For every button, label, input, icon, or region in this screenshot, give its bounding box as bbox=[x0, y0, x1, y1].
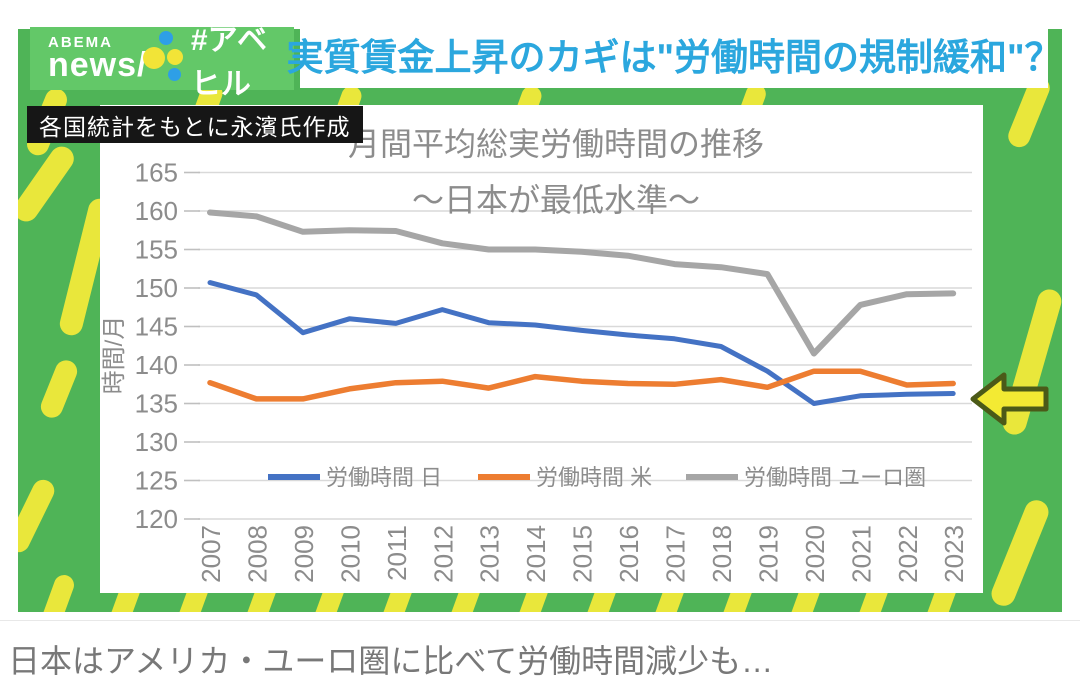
x-tick-label: 2010 bbox=[335, 525, 365, 583]
y-tick-label: 120 bbox=[135, 504, 178, 534]
hashtag-label: #アベヒル bbox=[190, 23, 267, 101]
x-tick-label: 2020 bbox=[800, 525, 830, 583]
chart-panel: 120 125 130 135 140 145 150 155 160 165 2007 2008 20… bbox=[100, 105, 983, 593]
abema-news-logo: ABEMA news/ #アベヒル bbox=[30, 24, 294, 101]
logo-line1: ABEMA bbox=[48, 34, 113, 51]
x-tick-label: 2013 bbox=[475, 525, 505, 583]
x-tick-label: 2007 bbox=[196, 525, 226, 583]
yellow-stripe bbox=[987, 496, 1053, 610]
y-tick-label: 125 bbox=[135, 466, 178, 496]
series-line-2 bbox=[207, 209, 957, 357]
legend-label-2: 労働時間 ユーロ圏 bbox=[744, 465, 926, 490]
x-tick-label: 2014 bbox=[521, 525, 551, 583]
legend-label-0: 労働時間 日 bbox=[326, 465, 442, 490]
highlight-arrow-icon bbox=[970, 372, 1049, 426]
headline-box: 実質賃金上昇のカギは"労働時間の規制緩和"？ bbox=[286, 20, 1062, 88]
series-line-1 bbox=[207, 368, 956, 402]
logo-text: ABEMA news/ bbox=[48, 35, 147, 82]
source-label: 各国統計をもとに永濱氏作成 bbox=[27, 106, 363, 143]
page-divider bbox=[0, 620, 1080, 621]
chart-subtitle: ～日本が最低水準～ bbox=[412, 182, 700, 218]
x-tick-label: 2009 bbox=[289, 525, 319, 583]
y-tick-label: 165 bbox=[135, 158, 178, 188]
y-tick-label: 145 bbox=[135, 312, 178, 342]
yellow-stripe bbox=[18, 476, 58, 556]
y-axis-title: 時間/月 bbox=[101, 316, 128, 395]
logo-dots-icon bbox=[141, 30, 184, 87]
y-tick-label: 155 bbox=[135, 235, 178, 265]
x-tick-label: 2008 bbox=[242, 525, 272, 583]
headline-text: 実質賃金上昇のカギは"労働時間の規制緩和"？ bbox=[286, 37, 1062, 78]
x-tick-label: 2016 bbox=[614, 525, 644, 583]
x-tick-label: 2011 bbox=[382, 525, 412, 581]
x-tick-label: 2019 bbox=[753, 525, 783, 583]
x-tick-label: 2017 bbox=[661, 525, 691, 583]
y-tick-label: 135 bbox=[135, 389, 178, 419]
x-tick-label: 2023 bbox=[939, 525, 969, 583]
line-chart-svg: 120 125 130 135 140 145 150 155 160 165 2007 2008 20… bbox=[101, 126, 972, 583]
y-tick-label: 160 bbox=[135, 196, 178, 226]
x-tick-label: 2015 bbox=[568, 525, 598, 583]
x-tick-label: 2012 bbox=[428, 525, 458, 583]
x-tick-label: 2022 bbox=[893, 525, 923, 583]
y-tick-label: 140 bbox=[135, 350, 178, 380]
logo-line2: news/ bbox=[48, 46, 148, 84]
caption-text: 日本はアメリカ・ユーロ圏に比べて労働時間減少も… bbox=[8, 643, 774, 679]
legend-label-1: 労働時間 米 bbox=[536, 465, 652, 490]
x-tick-label: 2021 bbox=[846, 525, 876, 583]
chart-title: 月間平均総実労働時間の推移 bbox=[348, 126, 764, 162]
series-line-0 bbox=[207, 280, 956, 406]
x-tick-label: 2018 bbox=[707, 525, 737, 583]
yellow-stripe bbox=[37, 357, 81, 421]
yellow-stripe bbox=[18, 141, 79, 227]
y-tick-label: 130 bbox=[135, 427, 178, 457]
y-tick-label: 150 bbox=[135, 273, 178, 303]
yellow-stripe bbox=[39, 572, 77, 612]
